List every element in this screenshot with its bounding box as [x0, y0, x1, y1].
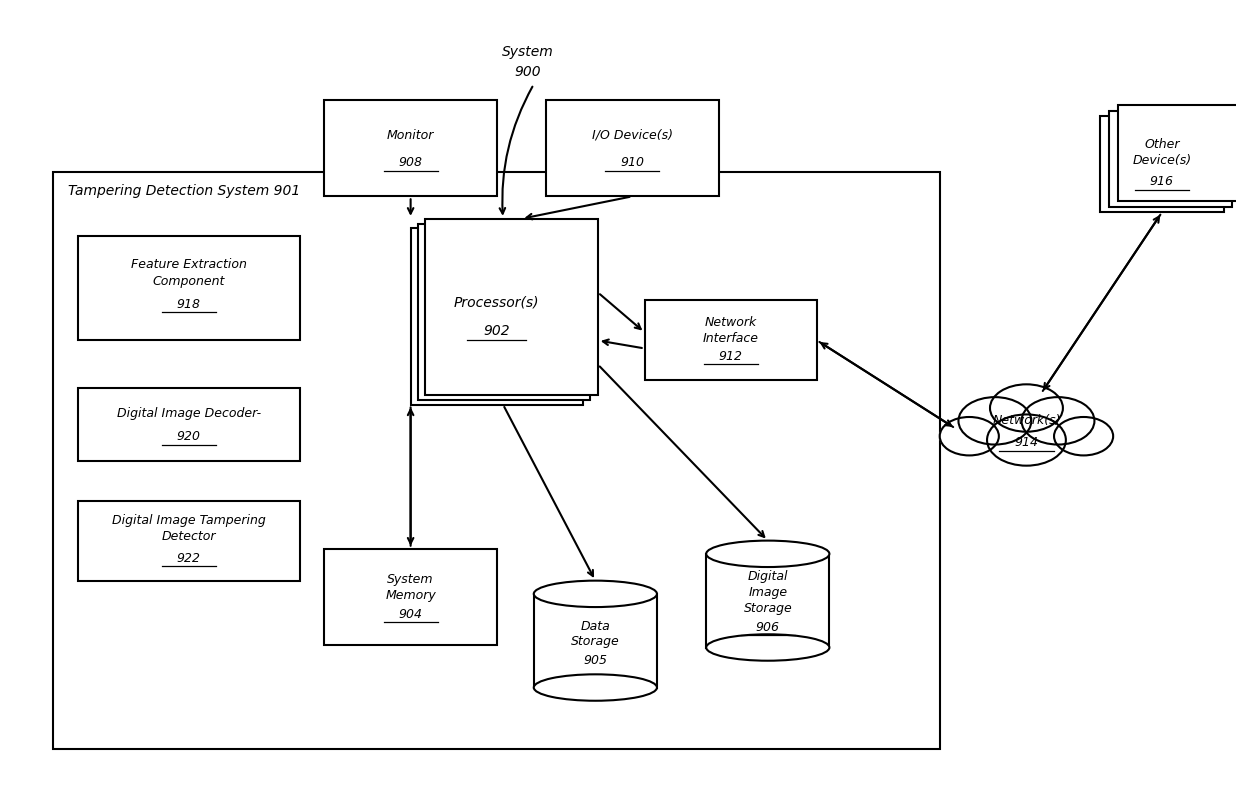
FancyBboxPatch shape [1117, 105, 1240, 201]
Circle shape [1054, 417, 1114, 455]
Text: 902: 902 [484, 324, 510, 338]
Bar [533, 594, 657, 688]
Text: 908: 908 [398, 156, 423, 169]
Text: Device(s): Device(s) [1132, 154, 1192, 167]
Text: Component: Component [153, 276, 226, 289]
Circle shape [959, 397, 1032, 444]
Circle shape [987, 414, 1066, 466]
Text: Network: Network [704, 316, 756, 329]
Text: 922: 922 [177, 552, 201, 565]
Text: Digital Image Tampering: Digital Image Tampering [112, 514, 265, 527]
Text: Storage: Storage [744, 602, 792, 615]
FancyBboxPatch shape [78, 388, 300, 460]
FancyBboxPatch shape [325, 549, 497, 645]
Text: 918: 918 [177, 298, 201, 311]
Circle shape [940, 417, 999, 455]
Text: 914: 914 [1014, 436, 1038, 450]
Bar [707, 554, 830, 647]
FancyBboxPatch shape [418, 223, 590, 400]
Text: Processor(s): Processor(s) [454, 295, 539, 309]
FancyBboxPatch shape [645, 300, 817, 380]
Text: 900: 900 [515, 66, 541, 79]
Text: System: System [387, 573, 434, 586]
FancyBboxPatch shape [78, 501, 300, 581]
Text: 916: 916 [1149, 176, 1174, 188]
Text: Storage: Storage [570, 635, 620, 648]
FancyBboxPatch shape [546, 100, 718, 197]
Text: Detector: Detector [161, 530, 216, 543]
FancyBboxPatch shape [53, 172, 940, 749]
Text: Network(s): Network(s) [992, 414, 1060, 427]
FancyBboxPatch shape [1109, 111, 1233, 207]
Ellipse shape [533, 581, 657, 607]
Text: Feature Extraction: Feature Extraction [131, 258, 247, 271]
FancyBboxPatch shape [325, 100, 497, 197]
Text: I/O Device(s): I/O Device(s) [591, 129, 673, 142]
FancyBboxPatch shape [410, 228, 583, 404]
FancyBboxPatch shape [1100, 116, 1224, 212]
Text: Image: Image [748, 587, 787, 599]
Text: Digital Image Decoder-: Digital Image Decoder- [117, 407, 260, 420]
Text: 906: 906 [756, 621, 780, 633]
Text: Interface: Interface [703, 332, 759, 345]
Text: Monitor: Monitor [387, 129, 434, 142]
Ellipse shape [533, 675, 657, 701]
Text: 904: 904 [398, 608, 423, 621]
Text: 910: 910 [620, 156, 645, 169]
Text: Data: Data [580, 620, 610, 633]
FancyBboxPatch shape [78, 236, 300, 341]
Circle shape [990, 384, 1063, 432]
Text: System: System [502, 45, 553, 59]
Text: 920: 920 [177, 430, 201, 443]
Text: Memory: Memory [386, 589, 436, 602]
Ellipse shape [707, 540, 830, 567]
Ellipse shape [707, 634, 830, 661]
Text: Other: Other [1145, 138, 1179, 150]
Text: Tampering Detection System 901: Tampering Detection System 901 [68, 184, 300, 198]
Text: 912: 912 [719, 350, 743, 363]
FancyBboxPatch shape [425, 218, 598, 395]
Circle shape [1022, 397, 1095, 444]
Text: 905: 905 [583, 654, 608, 667]
Text: Digital: Digital [748, 570, 789, 583]
